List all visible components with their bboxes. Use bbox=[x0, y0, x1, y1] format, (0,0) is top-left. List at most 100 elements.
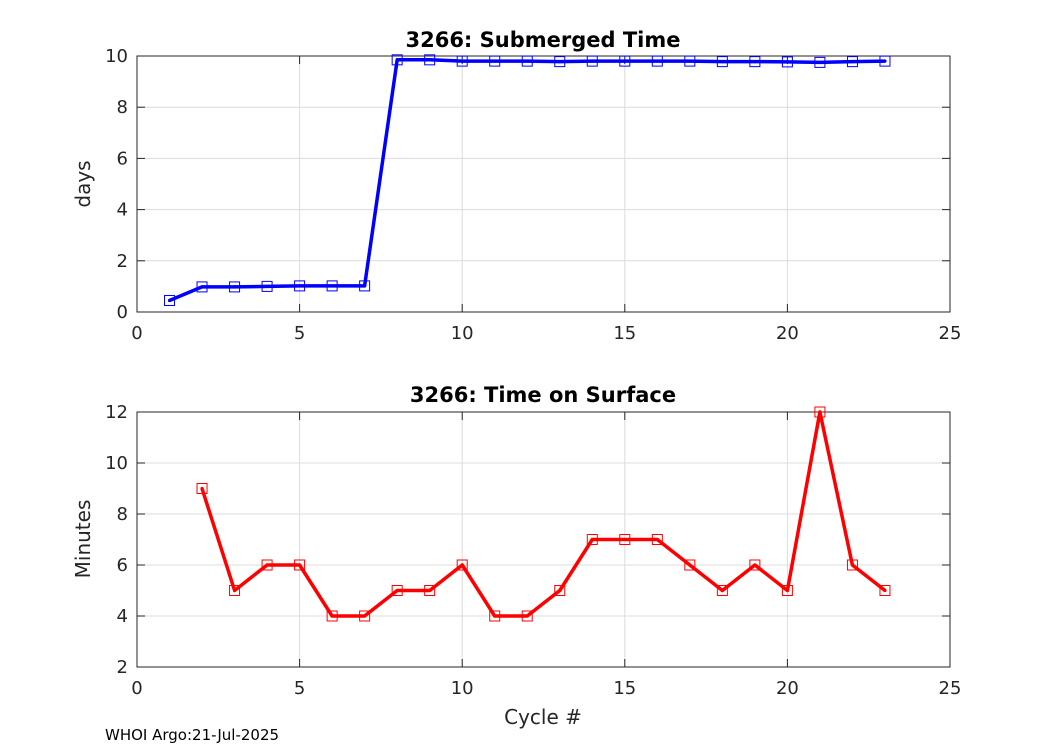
data-point bbox=[586, 55, 598, 67]
plot-area bbox=[137, 56, 950, 312]
y-tick-label: 8 bbox=[117, 97, 128, 118]
data-point bbox=[521, 610, 533, 622]
data-point-dot bbox=[460, 563, 464, 567]
data-point-dot bbox=[460, 59, 464, 63]
data-point bbox=[521, 55, 533, 67]
data-point-dot bbox=[558, 588, 562, 593]
data-point-dot bbox=[493, 59, 497, 63]
y-tick-label: 6 bbox=[117, 148, 128, 169]
plot-area bbox=[137, 412, 950, 667]
y-tick-label: 10 bbox=[105, 453, 128, 474]
data-point-dot bbox=[265, 284, 269, 288]
data-point bbox=[229, 281, 241, 293]
data-point bbox=[749, 56, 761, 68]
data-point-dot bbox=[850, 563, 855, 567]
data-point bbox=[846, 56, 858, 68]
x-tick-label: 0 bbox=[131, 678, 142, 699]
data-point-dot bbox=[883, 588, 887, 593]
y-tick-label: 8 bbox=[117, 504, 128, 525]
data-point bbox=[716, 56, 728, 68]
x-tick-label: 25 bbox=[939, 678, 962, 699]
data-point bbox=[489, 55, 501, 67]
x-axis-label: Cycle # bbox=[504, 705, 582, 729]
data-point-dot bbox=[232, 588, 237, 593]
data-point bbox=[424, 585, 436, 596]
data-point-dot bbox=[590, 59, 594, 63]
data-point bbox=[716, 585, 728, 596]
data-point bbox=[359, 280, 371, 292]
data-point bbox=[781, 585, 793, 596]
data-point-dot bbox=[200, 486, 204, 491]
data-point-dot bbox=[330, 284, 334, 288]
axes-box bbox=[136, 411, 951, 668]
data-point bbox=[391, 585, 403, 596]
y-tick-label: 12 bbox=[105, 402, 128, 423]
data-point-dot bbox=[395, 588, 399, 593]
submerged-time-chart: 3266: Submerged Time days 0 5 10 15 20 25 0 2 4 6… bbox=[71, 28, 961, 344]
data-point bbox=[326, 610, 338, 622]
data-point-dot bbox=[265, 563, 269, 567]
x-tick-label: 25 bbox=[939, 323, 962, 344]
data-point-dot bbox=[655, 59, 659, 63]
series-line bbox=[200, 410, 887, 618]
data-point bbox=[554, 585, 566, 596]
data-point-dot bbox=[623, 537, 627, 542]
data-point bbox=[684, 559, 696, 571]
data-point bbox=[879, 55, 891, 67]
data-point bbox=[879, 585, 891, 596]
data-point-dot bbox=[688, 563, 692, 567]
data-point-dot bbox=[232, 285, 237, 289]
chart-title: 3266: Time on Surface bbox=[410, 383, 676, 407]
data-point-dot bbox=[363, 284, 367, 288]
y-tick-label: 4 bbox=[117, 200, 128, 221]
data-point-dot bbox=[785, 588, 790, 593]
data-point-dot bbox=[753, 60, 757, 64]
data-point-dot bbox=[493, 614, 497, 618]
data-point-dot bbox=[655, 537, 659, 542]
data-point-dot bbox=[298, 284, 302, 288]
data-point bbox=[489, 610, 501, 622]
data-point-dot bbox=[818, 60, 822, 64]
data-point-dot bbox=[167, 298, 172, 303]
data-point bbox=[749, 559, 761, 571]
data-point bbox=[391, 54, 403, 66]
data-point-dot bbox=[850, 60, 855, 64]
data-point-dot bbox=[590, 537, 594, 542]
data-point bbox=[261, 280, 273, 292]
x-tick-label: 20 bbox=[776, 323, 799, 344]
data-point-dot bbox=[395, 58, 399, 62]
data-point-dot bbox=[818, 410, 822, 414]
data-point bbox=[619, 534, 631, 545]
x-tick-label: 5 bbox=[294, 323, 305, 344]
data-point-dot bbox=[623, 59, 627, 63]
data-point-dot bbox=[883, 59, 887, 63]
data-point bbox=[196, 483, 208, 494]
data-point-dot bbox=[558, 60, 562, 64]
data-point-dot bbox=[363, 614, 367, 618]
y-tick-label: 0 bbox=[117, 302, 128, 323]
data-point-dot bbox=[525, 59, 529, 63]
y-axis-label: Minutes bbox=[71, 500, 95, 579]
data-point-dot bbox=[428, 588, 432, 593]
data-point bbox=[261, 559, 273, 571]
data-point bbox=[846, 559, 858, 571]
axes-box bbox=[136, 55, 951, 313]
data-point bbox=[164, 294, 176, 306]
data-point-dot bbox=[720, 588, 724, 593]
data-point-dot bbox=[525, 614, 529, 618]
data-point-dot bbox=[688, 59, 692, 63]
data-point-dot bbox=[298, 563, 302, 567]
data-point bbox=[424, 54, 436, 66]
data-point bbox=[651, 534, 663, 545]
data-point-dot bbox=[720, 60, 724, 64]
data-point-dot bbox=[785, 60, 790, 64]
data-point bbox=[684, 55, 696, 67]
x-tick-label: 15 bbox=[613, 678, 636, 699]
data-point bbox=[619, 55, 631, 67]
data-point bbox=[456, 559, 468, 571]
data-point-dot bbox=[753, 563, 757, 567]
data-point bbox=[326, 280, 338, 292]
data-point-dot bbox=[200, 285, 204, 289]
x-tick-label: 5 bbox=[294, 678, 305, 699]
